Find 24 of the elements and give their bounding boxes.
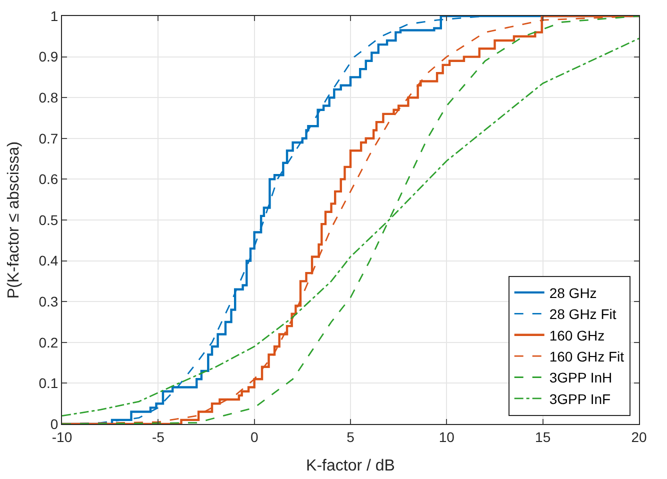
x-tick-label: 20	[631, 428, 647, 445]
legend-label: 160 GHz	[549, 327, 605, 344]
y-tick-label: 0.7	[38, 130, 58, 146]
y-tick-label: 0.5	[38, 212, 58, 228]
legend-label: 3GPP InH	[549, 370, 612, 386]
x-tick-label: -5	[152, 428, 165, 445]
y-tick-label: 1	[50, 8, 58, 24]
legend-label: 28 GHz	[549, 284, 597, 301]
y-tick-label: 0.8	[38, 90, 58, 106]
y-axis-title: P(K-factor ≤ abscissa)	[6, 141, 23, 299]
x-tick-label: 15	[535, 428, 551, 445]
legend-label: 3GPP InF	[549, 390, 611, 407]
y-tick-label: 0.2	[38, 334, 58, 350]
legend-label: 28 GHz Fit	[549, 306, 616, 322]
y-tick-label: 0.9	[38, 48, 58, 65]
y-tick-label: 0.4	[38, 252, 58, 269]
legend-label: 160 GHz Fit	[549, 348, 624, 364]
x-axis-title: K-factor / dB	[306, 458, 395, 474]
x-tick-label: 0	[250, 428, 258, 445]
y-tick-label: 0.1	[38, 375, 58, 392]
x-tick-label: 5	[346, 428, 355, 445]
y-tick-label: 0.6	[38, 171, 58, 188]
y-tick-label: 0.3	[38, 294, 58, 310]
x-tick-label: 10	[438, 428, 455, 445]
